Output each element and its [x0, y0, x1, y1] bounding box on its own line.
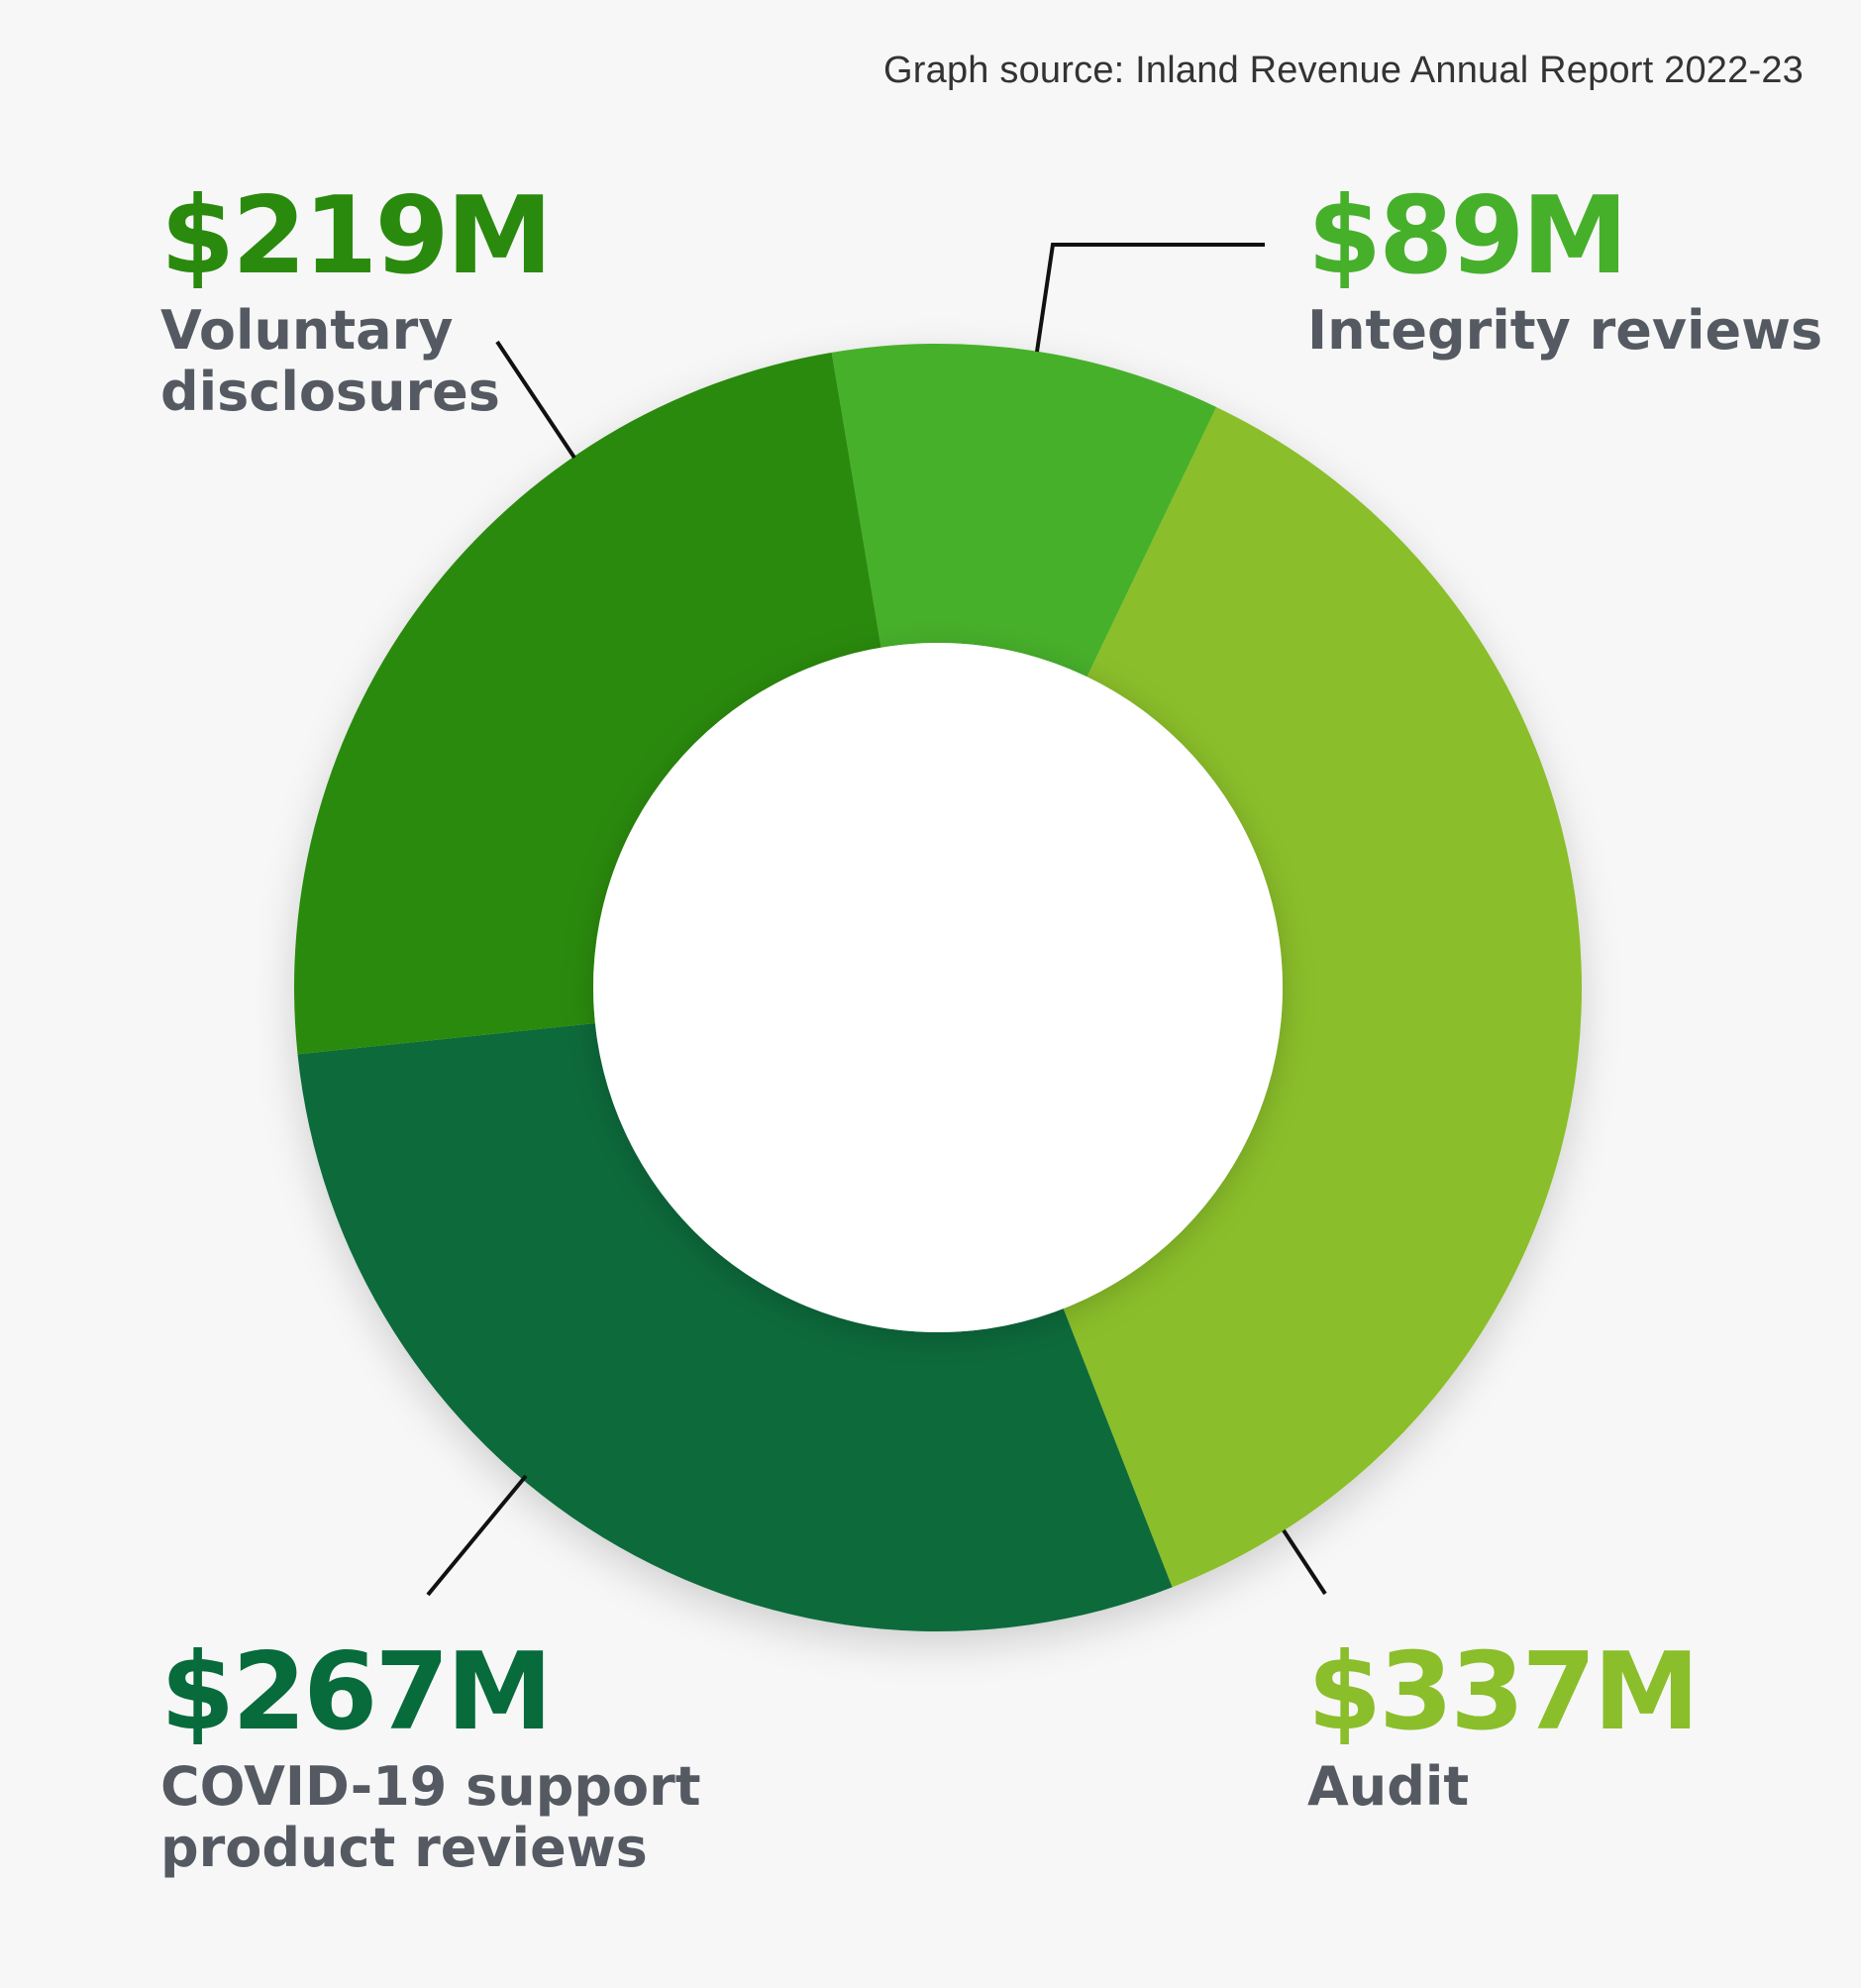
- segment-voluntary-disclosures: [294, 352, 881, 1055]
- value-voluntary-disclosures: $219M: [160, 174, 553, 298]
- value-covid-reviews: $267M: [160, 1630, 553, 1754]
- leader-line-voluntary-disclosures: [495, 340, 576, 460]
- label-voluntary-disclosures: $219M Voluntary disclosures: [160, 174, 553, 423]
- label-covid-reviews: $267M COVID-19 support product reviews: [160, 1639, 701, 1879]
- segment-audit: [1063, 406, 1582, 1588]
- donut-segments: [294, 343, 1582, 1632]
- segment-covid-19-support-product-reviews: [297, 1023, 1173, 1632]
- name-integrity-reviews: Integrity reviews: [1307, 299, 1823, 362]
- source-note: Graph source: Inland Revenue Annual Repo…: [883, 50, 1804, 91]
- name-covid-reviews: COVID-19 support product reviews: [160, 1755, 701, 1879]
- label-audit: $337M Audit: [1307, 1630, 1700, 1818]
- leader-line-audit: [1282, 1528, 1327, 1596]
- value-audit: $337M: [1307, 1630, 1700, 1754]
- segment-integrity-reviews: [831, 343, 1217, 678]
- leader-line-integrity-reviews: [1035, 243, 1265, 353]
- leader-line-covid-reviews: [426, 1474, 528, 1597]
- label-integrity-reviews: $89M Integrity reviews: [1307, 183, 1822, 362]
- name-audit: Audit: [1307, 1755, 1470, 1818]
- leader-lines: [426, 243, 1327, 1597]
- donut-hole: [593, 643, 1283, 1332]
- name-voluntary-disclosures: Voluntary disclosures: [160, 299, 500, 423]
- value-integrity-reviews: $89M: [1307, 174, 1628, 298]
